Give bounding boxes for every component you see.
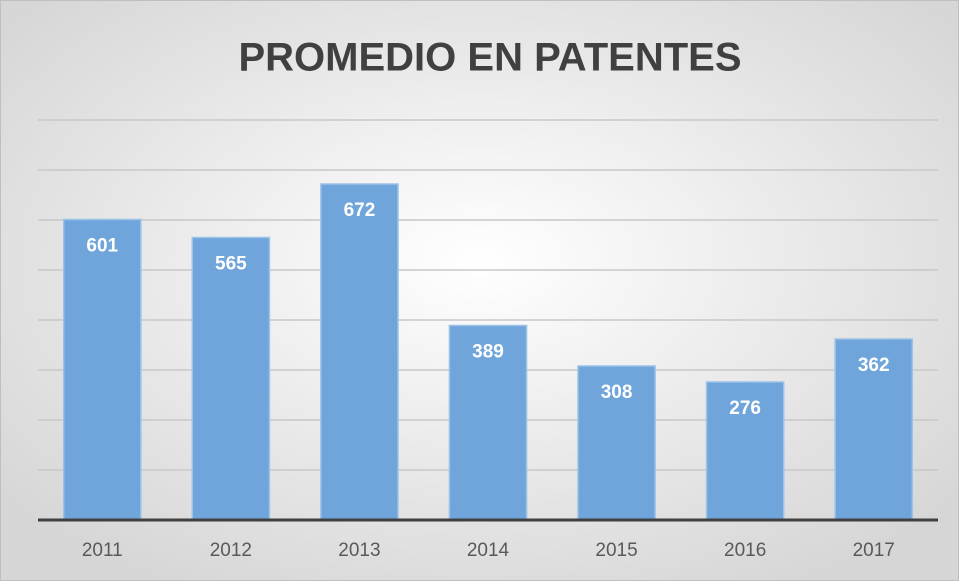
x-tick-label: 2012	[210, 540, 252, 561]
chart-title: PROMEDIO EN PATENTES	[238, 36, 741, 80]
x-tick-label: 2015	[595, 540, 637, 561]
bar	[62, 218, 142, 521]
data-label: 389	[472, 342, 504, 363]
data-label: 565	[215, 254, 247, 275]
data-label: 308	[601, 382, 633, 403]
x-tick-label: 2011	[82, 540, 123, 561]
data-label: 601	[86, 236, 118, 257]
x-tick-label: 2017	[853, 540, 895, 561]
bar	[320, 183, 399, 521]
data-label: 672	[344, 200, 376, 221]
x-tick-label: 2016	[724, 540, 766, 561]
data-label: 276	[729, 398, 761, 419]
data-label: 362	[858, 355, 890, 376]
x-tick-label: 2013	[338, 540, 380, 561]
x-tick-label: 2014	[467, 540, 510, 561]
bar	[191, 236, 271, 521]
